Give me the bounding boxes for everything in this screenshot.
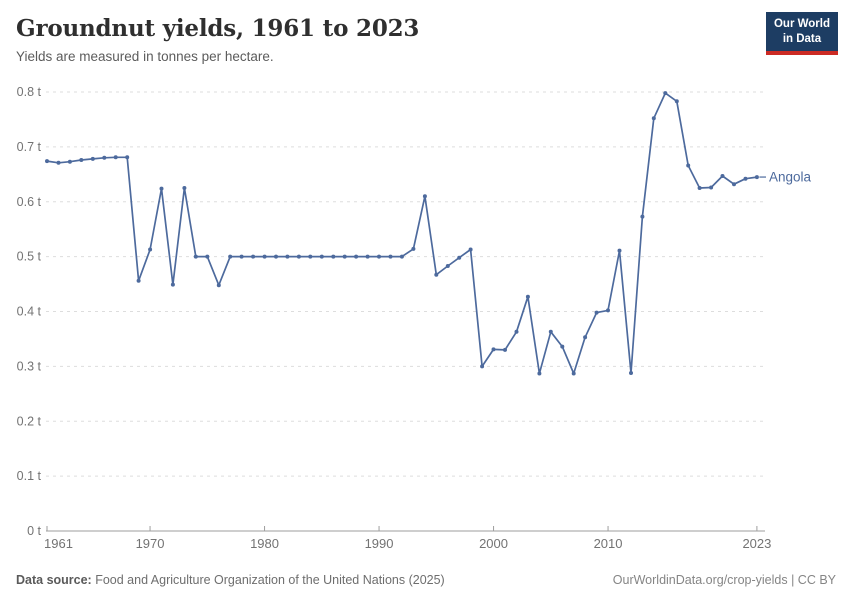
data-point[interactable] <box>216 283 221 288</box>
x-tick-label: 2023 <box>742 536 771 551</box>
x-tick-label: 1961 <box>44 536 73 551</box>
y-tick-label: 0.8 t <box>17 85 42 99</box>
data-point[interactable] <box>709 185 714 190</box>
data-point[interactable] <box>308 254 313 259</box>
data-point[interactable] <box>377 254 381 259</box>
data-point[interactable] <box>159 186 164 191</box>
data-point[interactable] <box>663 91 668 96</box>
y-tick-label: 0.5 t <box>17 250 42 264</box>
data-point[interactable] <box>686 163 691 168</box>
data-point[interactable] <box>732 182 736 187</box>
data-point[interactable] <box>480 364 485 369</box>
chart-header: Groundnut yields, 1961 to 2023 Yields ar… <box>16 15 750 65</box>
x-tick-label: 1980 <box>250 536 279 551</box>
data-point[interactable] <box>720 174 725 178</box>
data-point[interactable] <box>90 156 95 161</box>
data-point[interactable] <box>205 254 210 259</box>
series-label-angola[interactable]: Angola <box>769 170 812 185</box>
data-point[interactable] <box>434 272 439 277</box>
data-point[interactable] <box>411 246 416 251</box>
data-point[interactable] <box>136 278 141 283</box>
data-point[interactable] <box>56 160 61 165</box>
data-point[interactable] <box>113 155 118 160</box>
y-axis-labels: 0 t 0.1 t 0.2 t 0.3 t 0.4 t 0.5 t 0.6 t 0.7 t 0.… <box>17 85 42 538</box>
data-point[interactable] <box>503 347 507 352</box>
data-point[interactable] <box>182 186 187 190</box>
y-tick-label: 0.3 t <box>17 359 42 373</box>
x-tick-label: 1970 <box>136 536 165 551</box>
data-point[interactable] <box>274 254 278 259</box>
y-tick-label: 0 t <box>27 524 41 538</box>
data-point[interactable] <box>296 254 301 259</box>
data-point[interactable] <box>331 254 336 259</box>
data-point[interactable] <box>422 194 427 199</box>
data-point[interactable] <box>228 254 233 259</box>
owid-logo[interactable]: Our World in Data <box>765 12 838 55</box>
data-point[interactable] <box>125 155 130 160</box>
data-point[interactable] <box>342 254 347 259</box>
data-point[interactable] <box>445 264 450 268</box>
chart-subtitle: Yields are measured in tonnes per hectar… <box>16 49 274 65</box>
data-point[interactable] <box>491 347 496 352</box>
series-path <box>46 92 758 375</box>
x-tick-label: 2010 <box>594 536 623 551</box>
y-tick-label: 0.7 t <box>17 140 42 154</box>
data-point[interactable] <box>399 254 404 259</box>
data-point[interactable] <box>525 294 530 299</box>
data-point[interactable] <box>45 159 49 164</box>
data-point[interactable] <box>79 158 84 162</box>
data-point[interactable] <box>640 214 645 219</box>
footer-link[interactable]: OurWorldinData.org/crop-yields | CC BY <box>612 573 836 587</box>
owid-logo-line1: Our World <box>773 18 830 30</box>
line-series-angola[interactable]: Angola <box>45 91 812 376</box>
data-point[interactable] <box>571 371 576 376</box>
x-tick-label: 2000 <box>479 536 508 551</box>
data-point[interactable] <box>148 247 153 252</box>
data-point[interactable] <box>468 247 473 252</box>
data-point[interactable] <box>697 186 702 190</box>
data-point[interactable] <box>674 99 679 104</box>
data-point[interactable] <box>239 254 244 259</box>
data-point[interactable] <box>193 254 198 259</box>
data-point[interactable] <box>617 248 622 253</box>
data-source-label: Data source: <box>16 573 92 587</box>
data-point[interactable] <box>388 254 393 259</box>
data-point[interactable] <box>629 371 633 375</box>
data-point[interactable] <box>583 335 588 340</box>
data-point[interactable] <box>754 175 759 180</box>
data-source-text: Food and Agriculture Organization of the… <box>91 573 445 587</box>
data-point[interactable] <box>67 159 72 164</box>
data-point[interactable] <box>365 254 370 259</box>
chart-footer: Data source: Food and Agriculture Organi… <box>16 573 836 587</box>
data-point[interactable] <box>743 176 748 181</box>
chart-title: Groundnut yields, 1961 to 2023 <box>16 15 420 42</box>
data-point[interactable] <box>319 254 324 259</box>
data-point[interactable] <box>251 254 256 259</box>
data-point[interactable] <box>537 371 542 376</box>
data-point[interactable] <box>606 308 610 313</box>
data-point[interactable] <box>285 254 290 259</box>
x-axis <box>46 526 758 531</box>
owid-logo-line2: in Data <box>782 32 822 45</box>
y-tick-label: 0.1 t <box>17 469 42 483</box>
data-point[interactable] <box>170 282 175 287</box>
y-tick-label: 0.4 t <box>17 305 42 319</box>
y-tick-label: 0.2 t <box>17 414 42 428</box>
data-point[interactable] <box>548 329 553 334</box>
data-point[interactable] <box>262 254 267 259</box>
data-point[interactable] <box>102 155 107 160</box>
data-point[interactable] <box>651 116 656 121</box>
data-point[interactable] <box>354 254 359 259</box>
data-point[interactable] <box>457 255 462 260</box>
gridlines <box>46 91 765 532</box>
data-point[interactable] <box>560 344 565 349</box>
y-tick-label: 0.6 t <box>17 195 42 209</box>
data-point[interactable] <box>594 310 599 315</box>
x-tick-label: 1990 <box>365 536 394 551</box>
x-axis-labels: 1961 1970 1980 1990 2000 2010 2023 <box>44 536 771 551</box>
data-point[interactable] <box>514 329 519 334</box>
data-source: Data source: Food and Agriculture Organi… <box>16 573 445 587</box>
